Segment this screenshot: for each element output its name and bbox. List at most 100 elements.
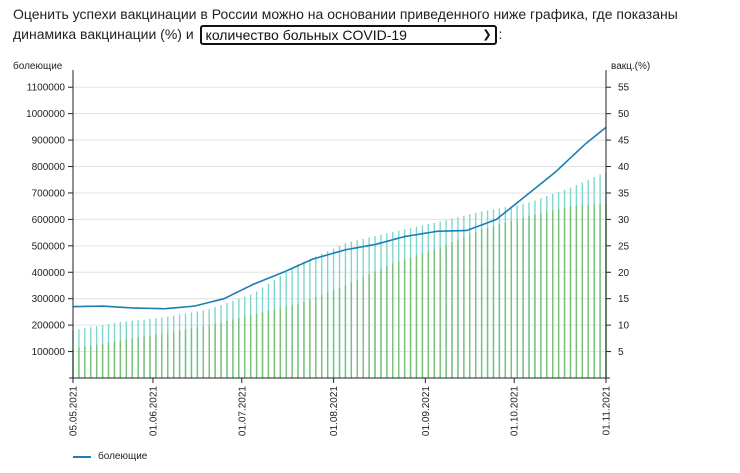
right-tick-labels: 5 10 15 20 25 30 35 40 45 50 55 xyxy=(606,83,630,358)
left-tick-label-2: 300000 xyxy=(32,294,66,305)
bar-1-63 xyxy=(445,244,447,378)
right-tick-label-9: 50 xyxy=(618,109,630,120)
bar-1-85 xyxy=(575,205,578,378)
legend-label: болеющие xyxy=(98,451,148,462)
right-tick-label-3: 20 xyxy=(618,268,630,279)
bar-1-89 xyxy=(599,203,601,378)
bar-1-46 xyxy=(344,285,347,378)
legend: болеющие xyxy=(73,451,147,462)
left-tick-label-7: 800000 xyxy=(32,162,66,173)
intro-text-after: : xyxy=(498,26,503,42)
right-tick-label-8: 45 xyxy=(618,136,630,147)
x-tick-label-3: 01.08.2021 xyxy=(329,386,340,436)
line-boleyushchie xyxy=(72,126,607,310)
left-tick-label-1: 200000 xyxy=(32,321,66,332)
bar-1-37 xyxy=(291,305,293,378)
bar-1-56 xyxy=(403,259,406,378)
bar-1-80 xyxy=(546,211,548,378)
intro-text-before: Оценить успехи вакцинации в России можно… xyxy=(13,6,678,42)
bar-1-30 xyxy=(249,315,252,378)
bar-1-16 xyxy=(167,332,169,378)
bar-1-68 xyxy=(475,232,477,378)
bar-1-53 xyxy=(386,265,388,378)
metric-select-value: количество больных COVID-19 xyxy=(205,27,407,44)
bars-vaccinated-full xyxy=(72,203,607,378)
left-tick-label-6: 700000 xyxy=(32,188,66,199)
bar-1-21 xyxy=(196,327,199,378)
left-tick-label-4: 500000 xyxy=(32,241,66,252)
bar-1-72 xyxy=(498,224,501,378)
right-tick-label-2: 15 xyxy=(618,294,630,305)
left-tick-label-9: 1000000 xyxy=(26,109,65,120)
bar-1-19 xyxy=(184,329,187,378)
right-tick-label-1: 10 xyxy=(618,321,630,332)
bar-1-52 xyxy=(380,268,382,378)
left-tick-label-8: 900000 xyxy=(32,136,66,147)
right-tick-label-10: 55 xyxy=(618,83,630,94)
x-tick-label-6: 01.11.2021 xyxy=(602,386,613,436)
bar-1-76 xyxy=(522,217,524,378)
bar-1-6 xyxy=(107,342,110,378)
left-tick-label-0: 100000 xyxy=(32,347,66,358)
right-tick-label-5: 30 xyxy=(618,215,630,226)
legend-swatch xyxy=(73,455,91,458)
bar-1-61 xyxy=(433,249,435,378)
right-tick-label-0: 5 xyxy=(618,347,624,358)
bar-1-17 xyxy=(172,331,175,378)
bar-1-8 xyxy=(119,340,122,378)
bar-1-71 xyxy=(492,226,495,378)
bar-1-31 xyxy=(255,313,258,378)
left-tick-label-5: 600000 xyxy=(32,215,66,226)
bar-1-54 xyxy=(392,263,394,378)
bar-1-50 xyxy=(368,274,370,378)
bar-1-59 xyxy=(421,253,424,378)
bar-1-57 xyxy=(409,257,412,378)
bar-1-3 xyxy=(90,345,92,378)
left-axis-title: болеющие xyxy=(13,60,63,72)
right-tick-label-6: 35 xyxy=(618,188,630,199)
bar-1-4 xyxy=(95,344,98,378)
bar-1-51 xyxy=(374,271,376,378)
bar-1-47 xyxy=(350,282,353,378)
x-tick-label-1: 01.06.2021 xyxy=(148,386,159,436)
bar-1-86 xyxy=(581,205,584,378)
bar-1-88 xyxy=(593,204,595,378)
bar-1-32 xyxy=(261,312,264,378)
metric-select[interactable]: количество больных COVID-19 ❯ xyxy=(199,25,497,46)
bar-1-22 xyxy=(202,326,204,378)
bar-1-74 xyxy=(510,221,512,378)
chevron-down-icon: ❯ xyxy=(482,29,492,42)
bar-1-49 xyxy=(362,277,364,378)
bar-1-70 xyxy=(486,228,489,378)
x-tick-label-4: 01.09.2021 xyxy=(421,386,432,436)
bar-1-13 xyxy=(149,335,151,378)
bar-1-28 xyxy=(238,318,240,378)
bar-1-9 xyxy=(125,339,127,378)
right-axis-title: вакц.(%) xyxy=(611,61,650,72)
bar-1-62 xyxy=(439,247,441,378)
bar-1-14 xyxy=(155,334,157,378)
bar-1-18 xyxy=(178,330,181,378)
bar-1-79 xyxy=(540,213,542,378)
bar-1-87 xyxy=(587,204,589,378)
bar-1-20 xyxy=(190,328,193,378)
left-tick-labels: 100000 200000 300000 400000 500000 600000 7000… xyxy=(26,83,73,358)
bar-1-29 xyxy=(244,316,246,378)
bar-1-34 xyxy=(273,309,276,378)
intro-text: Оценить успехи вакцинации в России можно… xyxy=(13,4,733,46)
x-tick-labels: 05.05.2021 01.06.2021 01.07.2021 01.08.2021… xyxy=(69,378,613,436)
bar-1-38 xyxy=(297,303,299,378)
bar-1-2 xyxy=(84,346,86,378)
bar-1-64 xyxy=(451,242,453,378)
bar-1-69 xyxy=(480,229,483,378)
bar-1-23 xyxy=(208,325,210,378)
bar-1-42 xyxy=(321,294,323,378)
bar-1-10 xyxy=(131,338,133,378)
x-tick-label-2: 01.07.2021 xyxy=(237,386,248,436)
bar-1-81 xyxy=(552,210,554,378)
bar-1-67 xyxy=(469,234,471,378)
bar-1-24 xyxy=(214,323,216,378)
bar-1-43 xyxy=(326,292,329,378)
right-tick-label-4: 25 xyxy=(618,241,630,252)
